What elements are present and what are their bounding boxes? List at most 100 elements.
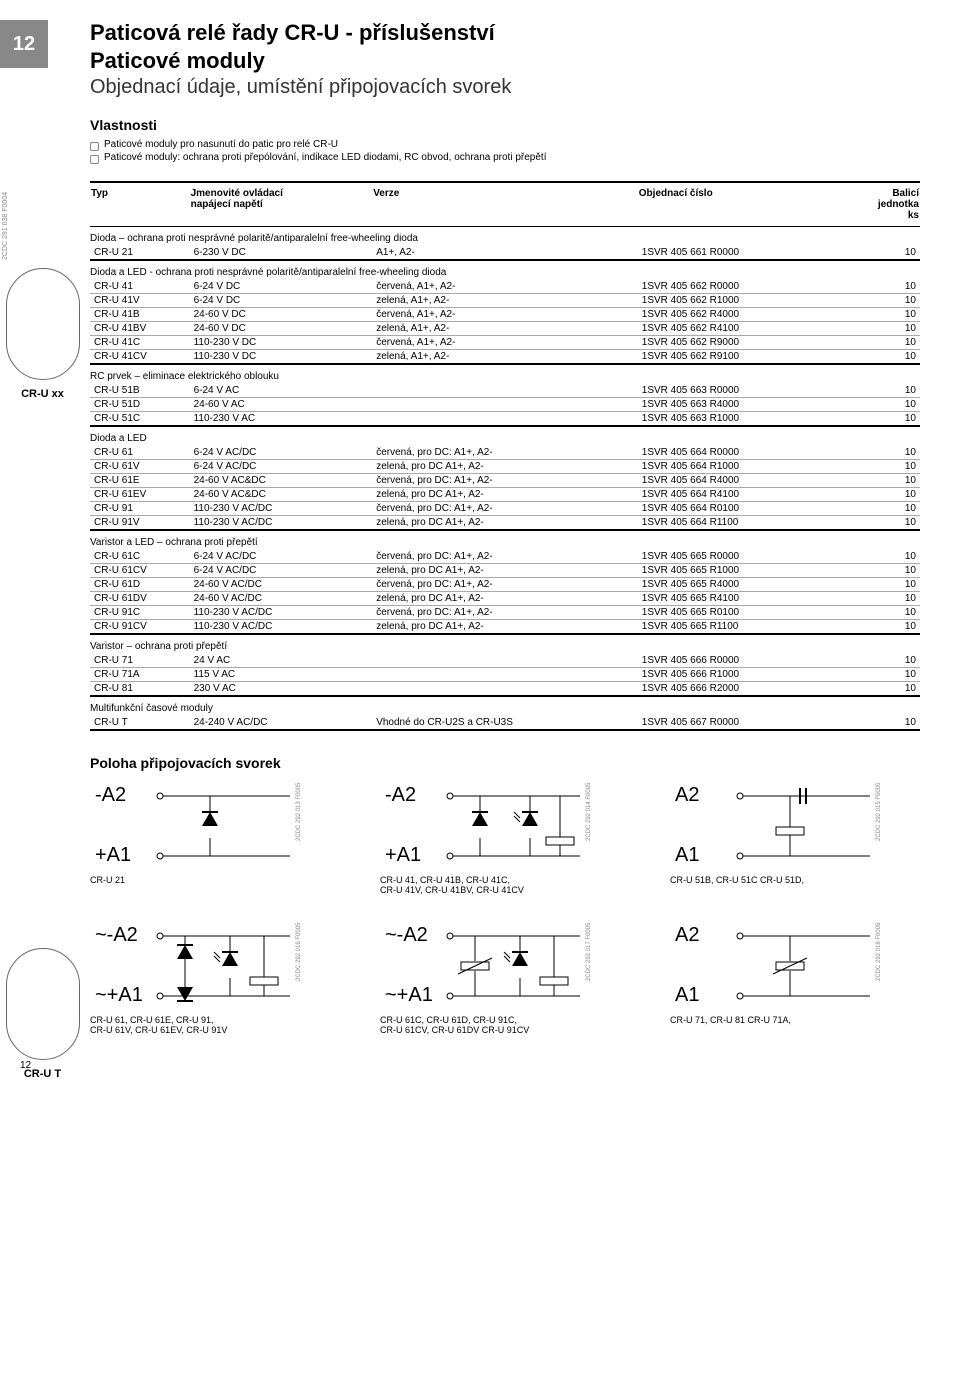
section-title: Dioda a LED	[90, 433, 920, 444]
cell: CR-U 61V	[90, 460, 190, 474]
table-row: CR-U 41CV110-230 V DCzelená, A1+, A2-1SV…	[90, 350, 920, 365]
cell: 24 V AC	[190, 654, 373, 668]
cell: 1SVR 405 664 R1000	[638, 460, 854, 474]
table-header: Typ Jmenovité ovládacínapájecí napětí Ve…	[90, 181, 920, 227]
cell: CR-U 91CV	[90, 620, 190, 635]
table-row: CR-U 51D24-60 V AC1SVR 405 663 R400010	[90, 398, 920, 412]
data-table: CR-U 7124 V AC1SVR 405 666 R000010CR-U 7…	[90, 654, 920, 697]
cell: 110-230 V DC	[190, 336, 373, 350]
section-title: Dioda – ochrana proti nesprávné polaritě…	[90, 233, 920, 244]
data-table: CR-U 51B6-24 V AC1SVR 405 663 R000010CR-…	[90, 384, 920, 427]
cell: A1+, A2-	[372, 246, 638, 260]
cell: 1SVR 405 662 R0000	[638, 280, 854, 294]
cell	[372, 398, 638, 412]
cell: CR-U 91	[90, 502, 190, 516]
cell: 115 V AC	[190, 668, 373, 682]
cell: 1SVR 405 663 R4000	[638, 398, 854, 412]
cell: 24-60 V DC	[190, 322, 373, 336]
terminals-heading: Poloha připojovacích svorek	[90, 755, 920, 771]
svg-text:2CDC 292 014 F0005: 2CDC 292 014 F0005	[586, 782, 592, 841]
svg-text:~-A2: ~-A2	[385, 924, 428, 946]
svg-text:-A2: -A2	[385, 784, 416, 806]
cell: 24-60 V DC	[190, 308, 373, 322]
table-row: CR-U 616-24 V AC/DCčervená, pro DC: A1+,…	[90, 446, 920, 460]
cell: CR-U 41BV	[90, 322, 190, 336]
cell: 110-230 V AC/DC	[190, 620, 373, 635]
cell: 1SVR 405 667 R0000	[638, 716, 854, 730]
cell: 24-60 V AC/DC	[190, 592, 373, 606]
diagram-cell: -A2+A12CDC 292 014 F0005CR-U 41, CR-U 41…	[380, 781, 630, 895]
cell: CR-U 61CV	[90, 564, 190, 578]
svg-text:2CDC 292 017 F0005: 2CDC 292 017 F0005	[586, 922, 592, 981]
cell: 1SVR 405 662 R4000	[638, 308, 854, 322]
section-title: Varistor a LED – ochrana proti přepětí	[90, 537, 920, 548]
table-row: CR-U 416-24 V DCčervená, A1+, A2-1SVR 40…	[90, 280, 920, 294]
cell: CR-U 51B	[90, 384, 190, 398]
table-row: CR-U 61E24-60 V AC&DCčervená, pro DC: A1…	[90, 474, 920, 488]
cell: 1SVR 405 664 R0100	[638, 502, 854, 516]
section-title: RC prvek – eliminace elektrického oblouk…	[90, 371, 920, 382]
diagram-caption: CR-U 61, CR-U 61E, CR-U 91,CR-U 61V, CR-…	[90, 1015, 340, 1035]
cell: 10	[854, 716, 920, 730]
cell: 1SVR 405 665 R0100	[638, 606, 854, 620]
cell: 24-240 V AC/DC	[190, 716, 373, 730]
cell: zelená, pro DC A1+, A2-	[372, 564, 638, 578]
cell: červená, A1+, A2-	[372, 308, 638, 322]
cell: Vhodné do CR-U2S a CR-U3S	[372, 716, 638, 730]
table-row: CR-U 91C110-230 V AC/DCčervená, pro DC: …	[90, 606, 920, 620]
table-row: CR-U 51B6-24 V AC1SVR 405 663 R000010	[90, 384, 920, 398]
cell: CR-U 61C	[90, 550, 190, 564]
cell: 10	[854, 446, 920, 460]
cell: CR-U 41B	[90, 308, 190, 322]
cell: 110-230 V AC/DC	[190, 606, 373, 620]
data-table: CR-U 616-24 V AC/DCčervená, pro DC: A1+,…	[90, 446, 920, 531]
svg-text:-A2: -A2	[95, 784, 126, 806]
cell: 24-60 V AC&DC	[190, 474, 373, 488]
cell: 1SVR 405 665 R1100	[638, 620, 854, 635]
cell: CR-U T	[90, 716, 190, 730]
section-title: Dioda a LED - ochrana proti nesprávné po…	[90, 267, 920, 278]
cell: 6-24 V AC/DC	[190, 550, 373, 564]
table-row: CR-U 51C110-230 V AC1SVR 405 663 R100010	[90, 412, 920, 427]
cell: 110-230 V AC/DC	[190, 502, 373, 516]
cell: 6-24 V AC/DC	[190, 564, 373, 578]
cell: CR-U 91C	[90, 606, 190, 620]
cell: červená, pro DC: A1+, A2-	[372, 446, 638, 460]
cell: červená, pro DC: A1+, A2-	[372, 578, 638, 592]
product-caption: CR-U T	[0, 1068, 85, 1080]
cell: zelená, pro DC A1+, A2-	[372, 488, 638, 502]
cell: 24-60 V AC/DC	[190, 578, 373, 592]
cell: CR-U 61DV	[90, 592, 190, 606]
section-title: Multifunkční časové moduly	[90, 703, 920, 714]
cell: 1SVR 405 664 R4000	[638, 474, 854, 488]
cell: CR-U 61	[90, 446, 190, 460]
cell: 6-24 V AC/DC	[190, 446, 373, 460]
table-row: CR-U 61CV6-24 V AC/DCzelená, pro DC A1+,…	[90, 564, 920, 578]
table-row: CR-U 61V6-24 V AC/DCzelená, pro DC A1+, …	[90, 460, 920, 474]
diagram-cell: -A2+A12CDC 292 013 F0005CR-U 21	[90, 781, 340, 895]
title-line2: Paticové moduly	[90, 48, 920, 74]
cell: zelená, A1+, A2-	[372, 322, 638, 336]
cell: 10	[854, 322, 920, 336]
diagram-cell: ~-A2~+A12CDC 292 017 F0005CR-U 61C, CR-U…	[380, 921, 630, 1035]
cell: 10	[854, 474, 920, 488]
cell: 1SVR 405 666 R0000	[638, 654, 854, 668]
svg-text:2CDC 292 013 F0005: 2CDC 292 013 F0005	[296, 782, 302, 841]
cell: 1SVR 405 664 R1100	[638, 516, 854, 531]
cell: 1SVR 405 665 R1000	[638, 564, 854, 578]
cell: červená, A1+, A2-	[372, 280, 638, 294]
cell: 6-24 V AC/DC	[190, 460, 373, 474]
cell: 10	[854, 294, 920, 308]
cell: 1SVR 405 665 R4100	[638, 592, 854, 606]
cell: 10	[854, 654, 920, 668]
diagram-cell: ~-A2~+A12CDC 292 016 F0005CR-U 61, CR-U …	[90, 921, 340, 1035]
cell: 10	[854, 606, 920, 620]
diagram-caption: CR-U 71, CR-U 81 CR-U 71A,	[670, 1015, 920, 1025]
properties-block: Vlastnosti Paticové moduly pro nasunutí …	[90, 117, 920, 163]
page-tab: 12	[0, 20, 48, 68]
svg-text:+A1: +A1	[385, 844, 421, 866]
table-row: CR-U 61DV24-60 V AC/DCzelená, pro DC A1+…	[90, 592, 920, 606]
cell: 110-230 V AC	[190, 412, 373, 427]
circuit-diagram: A2A12CDC 292 015 F0005	[670, 781, 910, 871]
table-row: CR-U 41BV24-60 V DCzelená, A1+, A2-1SVR …	[90, 322, 920, 336]
